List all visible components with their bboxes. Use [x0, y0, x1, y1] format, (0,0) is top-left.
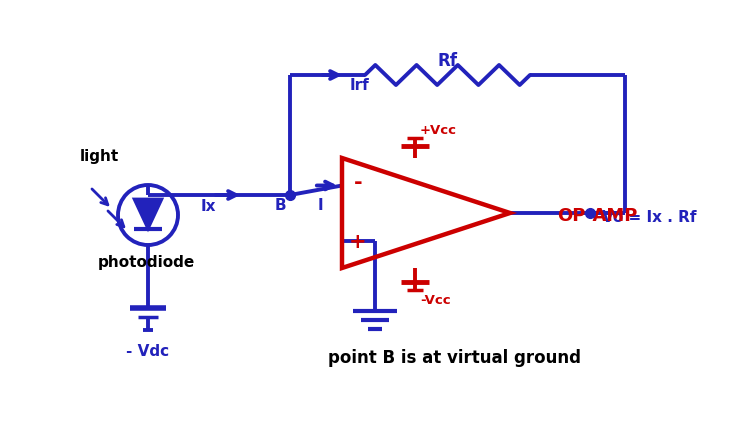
Text: I: I: [317, 198, 323, 213]
Text: light: light: [80, 149, 119, 164]
Text: Ix: Ix: [200, 199, 216, 214]
Text: +: +: [349, 233, 367, 253]
Polygon shape: [134, 199, 162, 229]
Text: +Vcc: +Vcc: [420, 124, 457, 136]
Text: Vo = Ix . Rf: Vo = Ix . Rf: [602, 209, 697, 224]
Text: Rf: Rf: [437, 52, 457, 70]
Text: Irf: Irf: [350, 78, 370, 93]
Text: - Vdc: - Vdc: [126, 344, 170, 359]
Text: point B is at virtual ground: point B is at virtual ground: [329, 349, 581, 367]
Text: photodiode: photodiode: [98, 256, 195, 271]
Text: OP-AMP: OP-AMP: [558, 207, 638, 225]
Text: -Vcc: -Vcc: [420, 293, 451, 306]
Text: -: -: [354, 173, 363, 193]
Text: B: B: [275, 198, 286, 213]
